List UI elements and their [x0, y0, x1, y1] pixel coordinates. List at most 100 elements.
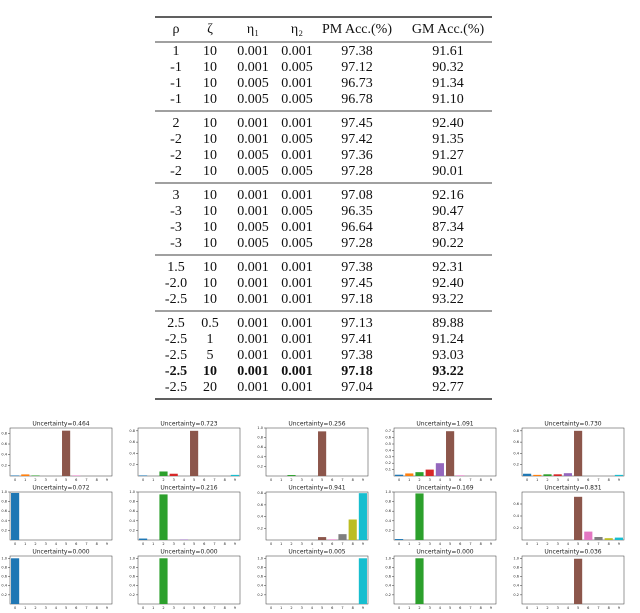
x-tick-label: 5	[577, 606, 579, 610]
x-tick-label: 0	[270, 606, 272, 610]
bar	[594, 537, 603, 540]
table-cell: 91.24	[432, 332, 464, 347]
x-tick-label: 3	[45, 478, 47, 482]
table-cell: 96.78	[341, 92, 373, 107]
table-cell: -3	[170, 204, 182, 219]
table-cell: 10	[203, 236, 217, 251]
x-tick-label: 1	[408, 478, 410, 482]
y-tick-label: 0.6	[129, 575, 135, 579]
x-tick-label: 6	[75, 478, 77, 482]
bar	[318, 537, 327, 540]
x-tick-label: 4	[55, 606, 58, 610]
x-tick-label: 8	[96, 478, 98, 482]
panel-frame	[393, 491, 497, 541]
panel-title: Uncertainty=0.723	[160, 421, 217, 428]
bar	[533, 474, 542, 476]
y-tick-label: 0.6	[129, 440, 135, 444]
panel-frame	[265, 555, 369, 605]
y-tick-label: 0.6	[1, 575, 7, 579]
table-cell: 97.13	[341, 316, 373, 331]
x-tick-label: 3	[429, 478, 431, 482]
table-cell: 0.005	[281, 60, 313, 75]
y-tick-label: 0.4	[385, 448, 391, 452]
x-tick-label: 6	[331, 606, 333, 610]
x-tick-label: 3	[557, 606, 559, 610]
x-tick-label: 9	[234, 606, 236, 610]
y-tick-label: 0.4	[129, 584, 135, 588]
y-tick-label: 0.2	[257, 593, 263, 597]
y-tick-label: 0.6	[513, 502, 519, 506]
table-cell: 10	[203, 188, 217, 203]
x-tick-label: 6	[75, 606, 77, 610]
table-cell: 0.001	[237, 204, 269, 219]
x-tick-label: 1	[24, 606, 26, 610]
table-cell: 10	[203, 116, 217, 131]
y-tick-label: 0.6	[257, 445, 263, 449]
x-tick-label: 7	[85, 542, 87, 546]
y-tick-label: 0.2	[1, 528, 7, 532]
y-tick-label: 0.4	[257, 455, 263, 459]
table-cell: 97.42	[341, 132, 373, 147]
y-tick-label: 1.0	[513, 556, 519, 560]
table-cell: 97.38	[341, 44, 373, 59]
table-cell: -2.5	[165, 348, 187, 363]
table-cell: 90.47	[432, 204, 464, 219]
x-tick-label: 9	[362, 478, 364, 482]
x-tick-label: 2	[290, 478, 292, 482]
x-tick-label: 9	[106, 606, 108, 610]
table-cell: 97.28	[341, 236, 373, 251]
x-tick-label: 0	[398, 606, 400, 610]
table-cell: 0.001	[281, 260, 313, 275]
y-tick-label: 0.4	[385, 584, 391, 588]
y-tick-label: 1.0	[129, 490, 135, 494]
x-tick-label: 4	[183, 606, 186, 610]
table-cell: 0.005	[281, 236, 313, 251]
y-tick-label: 0.6	[513, 440, 519, 444]
x-tick-label: 8	[96, 606, 98, 610]
y-tick-label: 0.2	[129, 528, 135, 532]
y-tick-label: 1.0	[385, 490, 391, 494]
bar	[338, 534, 347, 540]
bar	[405, 473, 414, 476]
table-cell: 0.001	[237, 292, 269, 307]
y-tick-label: 0.8	[257, 565, 263, 569]
table-cell: 87.34	[432, 220, 464, 235]
y-tick-label: 1.0	[129, 556, 135, 560]
x-tick-label: 1	[152, 478, 154, 482]
x-tick-label: 6	[459, 606, 461, 610]
table-cell: 0.001	[237, 260, 269, 275]
panel-title: Uncertainty=0.000	[416, 549, 473, 556]
table-cell: 97.36	[341, 148, 373, 163]
x-tick-label: 1	[24, 478, 26, 482]
y-tick-label: 0.6	[129, 509, 135, 513]
x-tick-label: 1	[408, 606, 410, 610]
header-cell: η₁	[247, 22, 259, 37]
table-cell: 97.38	[341, 260, 373, 275]
x-tick-label: 2	[418, 606, 420, 610]
panel-frame	[9, 491, 113, 541]
x-tick-label: 7	[85, 606, 87, 610]
table-cell: 0.001	[237, 188, 269, 203]
x-tick-label: 3	[45, 606, 47, 610]
x-tick-label: 4	[567, 542, 570, 546]
table-cell: 93.22	[432, 292, 464, 307]
bar	[543, 474, 552, 476]
x-tick-label: 2	[418, 542, 420, 546]
bar	[169, 473, 178, 476]
y-tick-label: 0.2	[257, 464, 263, 468]
panel-title: Uncertainty=0.005	[288, 549, 345, 556]
table-cell: 97.28	[341, 164, 373, 179]
table-cell: 0.001	[237, 332, 269, 347]
bar	[395, 474, 404, 476]
y-tick-label: 0.8	[1, 565, 7, 569]
x-tick-label: 3	[557, 542, 559, 546]
table-cell: 0.001	[237, 116, 269, 131]
panel-frame	[137, 491, 241, 541]
table-cell: 0.005	[281, 204, 313, 219]
y-tick-label: 0.4	[257, 584, 263, 588]
x-tick-label: 1	[280, 478, 282, 482]
table-cell: 97.08	[341, 188, 373, 203]
bar	[11, 475, 20, 476]
bar	[563, 473, 572, 476]
table-cell: -2.5	[165, 292, 187, 307]
